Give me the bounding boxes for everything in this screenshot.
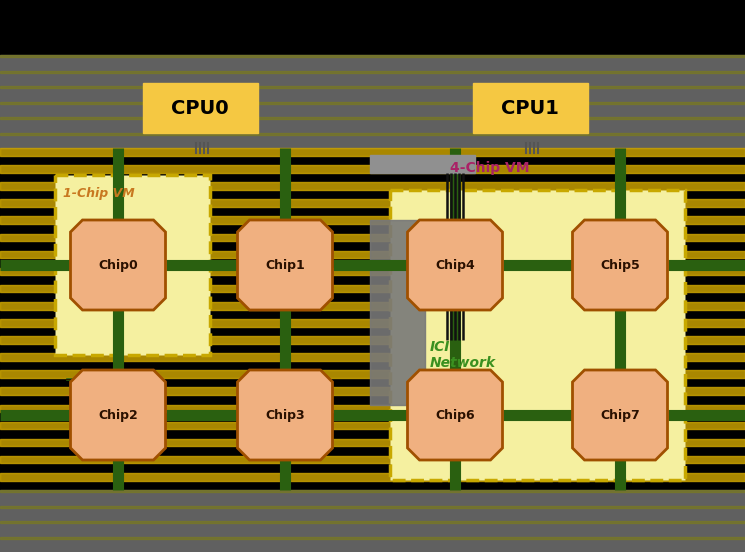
- Text: Chip6: Chip6: [435, 408, 475, 422]
- Bar: [0, 102, 745, 104]
- Bar: [0, 165, 745, 173]
- Bar: [0, 55, 745, 57]
- Text: Chip3: Chip3: [265, 408, 305, 422]
- Text: 1-Chip VM: 1-Chip VM: [63, 187, 135, 199]
- Text: Chip5: Chip5: [600, 258, 640, 272]
- Polygon shape: [238, 370, 332, 460]
- Text: — — — —: — — — —: [65, 390, 107, 400]
- Bar: [0, 285, 745, 293]
- Polygon shape: [408, 370, 502, 460]
- Bar: [0, 473, 745, 481]
- Bar: [0, 86, 745, 88]
- Text: Chip7: Chip7: [600, 408, 640, 422]
- Polygon shape: [572, 370, 668, 460]
- Bar: [0, 55, 745, 148]
- Bar: [0, 388, 745, 395]
- Bar: [142, 83, 258, 133]
- Bar: [0, 302, 745, 310]
- Text: =: =: [65, 375, 74, 385]
- Text: CPU1: CPU1: [501, 98, 559, 118]
- Polygon shape: [238, 220, 332, 310]
- Bar: [0, 251, 745, 258]
- Text: Chip2: Chip2: [98, 408, 138, 422]
- Bar: [0, 148, 745, 156]
- Bar: [0, 405, 745, 412]
- Bar: [472, 83, 588, 133]
- Bar: [0, 506, 745, 507]
- Bar: [0, 216, 745, 224]
- Polygon shape: [572, 220, 668, 310]
- FancyBboxPatch shape: [390, 190, 685, 480]
- Bar: [0, 490, 745, 492]
- Bar: [370, 155, 475, 173]
- Text: ICI
Network: ICI Network: [430, 340, 496, 370]
- Bar: [0, 336, 745, 344]
- Bar: [0, 233, 745, 241]
- Text: CPU0: CPU0: [171, 98, 229, 118]
- Bar: [0, 117, 745, 119]
- Text: Chip4: Chip4: [435, 258, 475, 272]
- Bar: [0, 71, 745, 72]
- Bar: [0, 268, 745, 275]
- FancyBboxPatch shape: [55, 175, 210, 355]
- Text: 4-Chip VM: 4-Chip VM: [450, 161, 530, 175]
- Bar: [370, 220, 425, 405]
- Bar: [0, 521, 745, 523]
- Bar: [0, 490, 745, 552]
- Text: Chip0: Chip0: [98, 258, 138, 272]
- Bar: [0, 456, 745, 464]
- Text: Chip1: Chip1: [265, 258, 305, 272]
- Bar: [0, 353, 745, 361]
- Bar: [0, 319, 745, 327]
- Bar: [0, 182, 745, 190]
- Bar: [0, 370, 745, 378]
- Polygon shape: [71, 220, 165, 310]
- Polygon shape: [408, 220, 502, 310]
- Bar: [0, 132, 745, 135]
- Bar: [0, 439, 745, 447]
- Bar: [0, 537, 745, 539]
- Polygon shape: [71, 370, 165, 460]
- Bar: [0, 422, 745, 429]
- Bar: [0, 199, 745, 207]
